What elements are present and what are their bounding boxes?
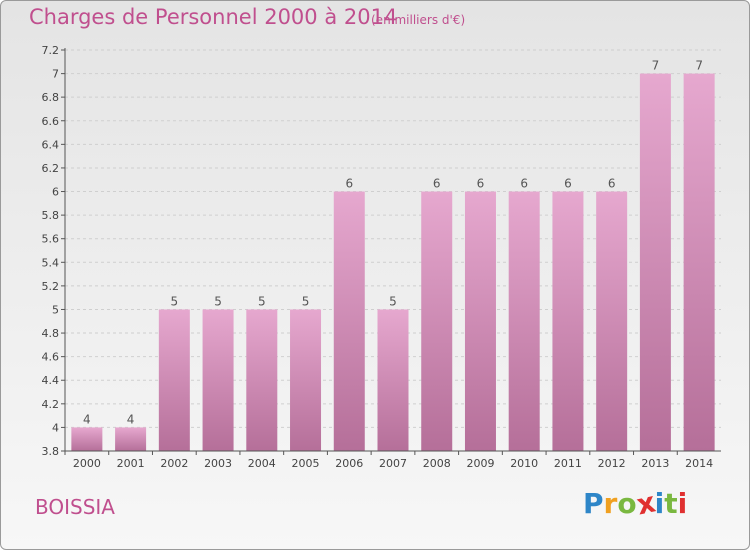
logo-letter: t	[664, 487, 678, 520]
y-tick-label: 7.2	[42, 44, 60, 57]
bar	[246, 309, 278, 451]
y-tick-label: 6.8	[42, 91, 60, 104]
x-tick-label: 2012	[598, 457, 626, 470]
y-tick-label: 4	[52, 421, 59, 434]
y-tick-label: 6.6	[42, 115, 60, 128]
value-label: 5	[214, 294, 222, 308]
value-label: 6	[564, 177, 572, 191]
logo-letter: P	[583, 487, 604, 520]
value-label: 7	[652, 59, 660, 73]
x-tick-label: 2007	[379, 457, 407, 470]
bar	[377, 309, 409, 451]
value-label: 5	[389, 294, 397, 308]
x-tick-label: 2000	[73, 457, 101, 470]
x-tick-labels: 2000 2001 2002 2003 2004 2005 2006 2007 2008 2009…	[64, 451, 713, 470]
bar	[115, 427, 147, 451]
y-tick-label: 4.8	[42, 327, 60, 340]
bar	[639, 73, 671, 452]
bar	[508, 191, 540, 451]
x-tick-label: 2001	[117, 457, 145, 470]
bars	[71, 73, 715, 452]
value-label: 4	[83, 412, 91, 426]
y-tick-labels: 3.8 4 4.2 4.4 4.6 4.8 5 5.2 5.4 5.6 5.8 6 6.2 6.4 6.6 6…	[42, 44, 60, 458]
bar	[333, 191, 365, 451]
y-tick-label: 5.6	[42, 233, 60, 246]
value-label: 6	[520, 177, 528, 191]
value-label: 5	[171, 294, 179, 308]
bar	[158, 309, 190, 451]
bar	[290, 309, 322, 451]
bar	[421, 191, 453, 451]
value-label: 7	[695, 59, 703, 73]
bar	[464, 191, 496, 451]
value-label: 6	[477, 177, 485, 191]
x-tick-label: 2013	[641, 457, 669, 470]
x-tick-label: 2004	[248, 457, 276, 470]
x-tick-label: 2006	[335, 457, 363, 470]
logo-letter: r	[603, 487, 618, 520]
y-tick-label: 5	[52, 303, 59, 316]
bar	[683, 73, 715, 452]
value-label: 6	[345, 177, 353, 191]
y-tick-label: 6	[52, 186, 59, 199]
value-label: 5	[302, 294, 310, 308]
y-tick-label: 6.4	[42, 138, 60, 151]
commune-name: BOISSIA	[35, 495, 115, 519]
y-tick-label: 7	[52, 68, 59, 81]
value-label: 5	[258, 294, 266, 308]
bar	[71, 427, 103, 451]
chart-subtitle: (en milliers d'€)	[371, 13, 466, 27]
y-tick-label: 5.8	[42, 209, 60, 222]
y-tick-label: 4.4	[42, 374, 60, 387]
x-tick-label: 2010	[510, 457, 538, 470]
x-tick-label: 2002	[160, 457, 188, 470]
logo-letter: i	[677, 487, 688, 520]
logo-letter: i	[654, 487, 665, 520]
y-tick-label: 5.2	[42, 280, 60, 293]
value-labels: 4 4 5 5 5 5 6 5 6 6 6 6 6 7 7	[83, 59, 703, 427]
chart-title: Charges de Personnel 2000 à 2014	[29, 5, 398, 29]
x-tick-label: 2011	[554, 457, 582, 470]
axes	[64, 48, 721, 452]
value-label: 4	[127, 412, 135, 426]
y-tick-label: 4.2	[42, 398, 60, 411]
x-tick-label: 2005	[292, 457, 320, 470]
y-tick-label: 3.8	[42, 445, 60, 458]
value-label: 6	[608, 177, 616, 191]
proxiti-logo: Proxiti	[583, 485, 688, 521]
y-tick-label: 6.2	[42, 162, 60, 175]
x-tick-label: 2014	[685, 457, 713, 470]
bar	[202, 309, 234, 451]
bar	[596, 191, 628, 451]
x-tick-label: 2008	[423, 457, 451, 470]
y-tick-label: 4.6	[42, 351, 60, 364]
logo-letter: o	[617, 487, 637, 520]
x-tick-label: 2003	[204, 457, 232, 470]
y-tick-label: 5.4	[42, 256, 60, 269]
x-tick-label: 2009	[466, 457, 494, 470]
value-label: 6	[433, 177, 441, 191]
bar	[552, 191, 584, 451]
